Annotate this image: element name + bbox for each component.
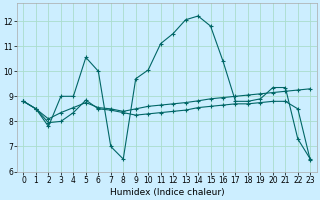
X-axis label: Humidex (Indice chaleur): Humidex (Indice chaleur) <box>109 188 224 197</box>
